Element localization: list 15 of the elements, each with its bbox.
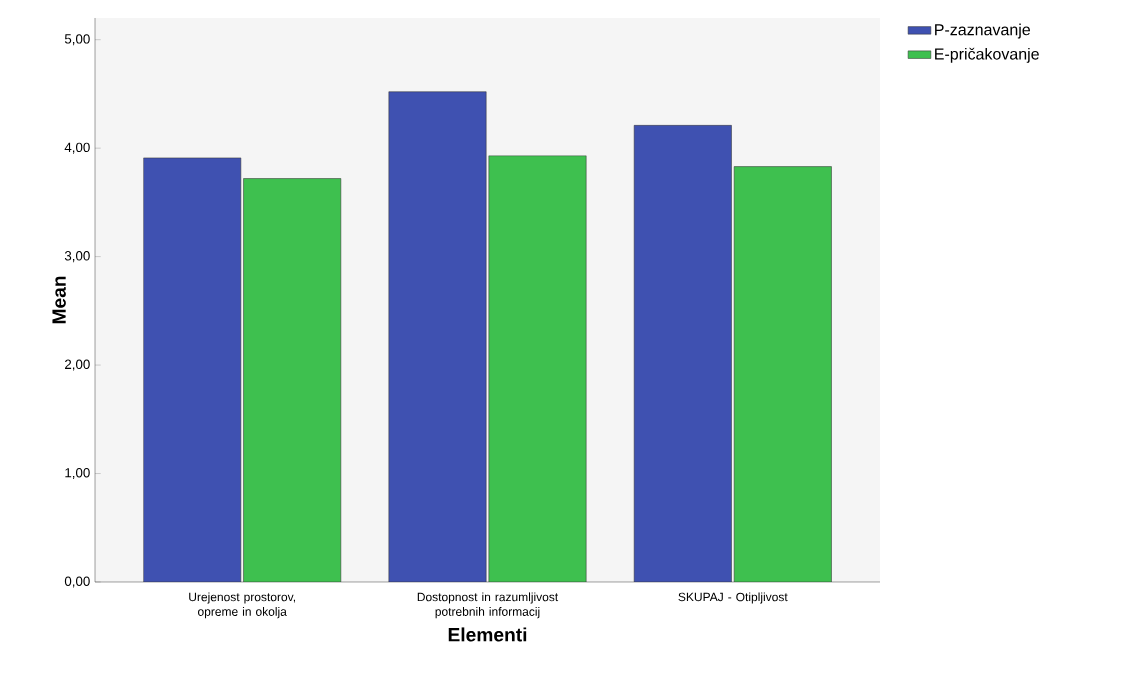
legend-label: P-zaznavanje [935,23,1030,39]
y-axis-title: Mean [52,276,66,324]
y-tick-label: 3,00 [64,251,90,263]
y-tick-label: 5,00 [64,34,90,46]
y-tick-label: 4,00 [64,142,90,154]
y-tick-label: 0,00 [64,576,90,588]
x-tick-label: Dostopnost in razumljivost potrebnih informacij [417,592,559,619]
x-tick-label: SKUPAJ - Otipljivost [678,592,788,604]
bar [733,166,832,582]
x-tick-label: Urejenost prostorov, opreme in okolja [189,592,296,619]
bar [633,125,732,582]
legend-label: E-pričakovanje [935,47,1039,63]
y-tick-label: 2,00 [65,359,90,371]
x-axis-title: Elementi [448,627,527,642]
y-tick-label: 1,00 [65,468,90,480]
